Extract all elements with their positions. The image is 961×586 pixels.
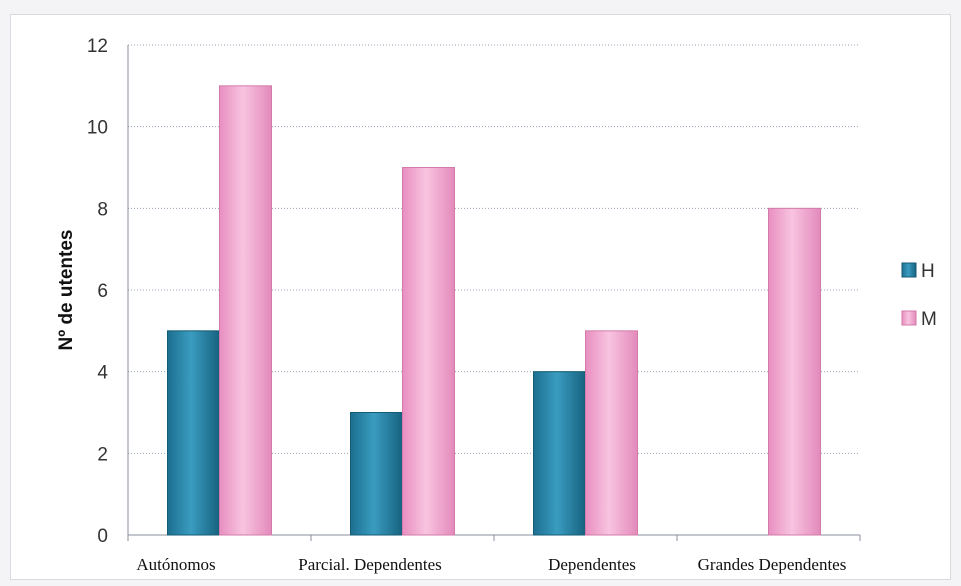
y-axis-label: Nº de utentes [56, 230, 77, 351]
y-tick-label: 2 [97, 444, 108, 465]
y-tick-label: 10 [87, 118, 108, 139]
legend-label-h: H [921, 261, 935, 282]
bars [167, 85, 821, 536]
legend-label-m: M [921, 309, 937, 330]
y-tick-label: 4 [97, 363, 108, 384]
y-tick-label: 6 [97, 281, 108, 302]
x-category-label: Autónomos [136, 555, 215, 574]
x-category-label: Parcial. Dependentes [298, 555, 442, 574]
legend-swatch-h [901, 262, 917, 278]
bar-m [219, 85, 272, 536]
y-tick-label: 12 [87, 36, 108, 57]
legend: HM [901, 261, 937, 330]
bar-h [167, 330, 220, 536]
y-axis-ticks: 0 2 4 6 8 10 12 [87, 36, 109, 547]
bar-h [350, 412, 403, 536]
y-tick-label: 8 [97, 199, 108, 220]
bar-h [533, 371, 586, 536]
bar-m [768, 207, 821, 536]
y-tick-label: 0 [97, 526, 108, 547]
x-category-label: Grandes Dependentes [698, 555, 847, 574]
x-axis-categories: Autónomos Parcial. Dependentes Dependentes… [136, 555, 846, 574]
bar-m [585, 330, 638, 536]
x-category-label: Dependentes [548, 555, 636, 574]
legend-swatch-m [901, 310, 917, 326]
bar-m [402, 167, 455, 536]
